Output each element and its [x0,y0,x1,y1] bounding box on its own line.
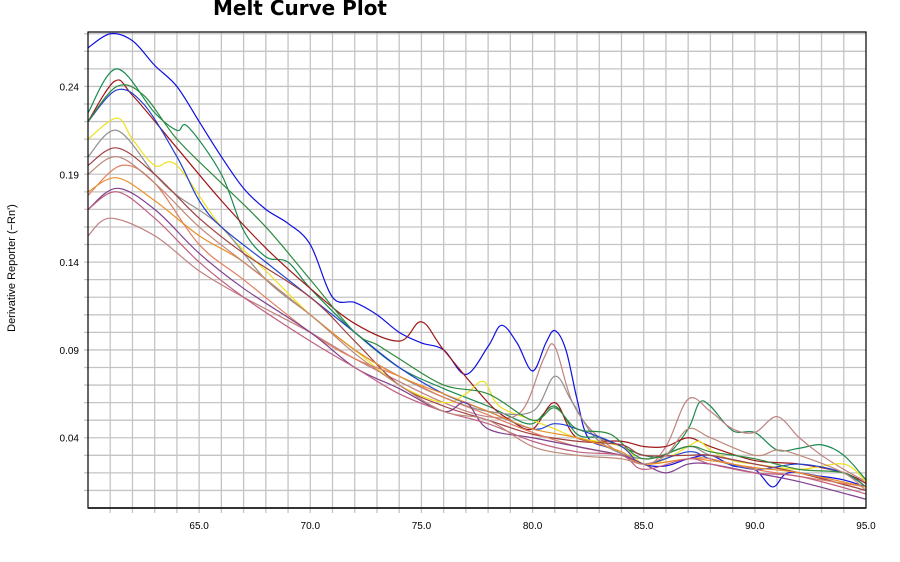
y-tick-label: 0.24 [60,82,80,93]
series-line-well-14 [87,156,867,491]
y-tick-label: 0.19 [60,170,80,181]
series-line-well-9 [87,147,867,492]
y-tick-label: 0.14 [60,258,80,269]
series-line-well-8 [87,84,867,488]
series-line-well-10 [87,164,867,488]
series-line-well-4 [87,79,867,484]
x-ticks: 65.0 70.0 75.0 80.0 85.0 90.0 95.0 [189,521,876,532]
x-tick-label: 90.0 [745,521,765,532]
chart-title: Melt Curve Plot [212,0,387,20]
x-tick-label: 80.0 [523,521,543,532]
series-line-well-7 [87,88,867,488]
series-line-well-13 [87,191,867,495]
series-line-well-11 [87,177,867,488]
grid [84,32,866,513]
x-tick-label: 85.0 [634,521,654,532]
x-tick-label: 95.0 [856,521,876,532]
y-tick-label: 0.04 [60,434,80,445]
series-line-well-6 [87,129,867,492]
x-tick-label: 65.0 [189,521,209,532]
y-ticks: 0.04 0.09 0.14 0.19 0.24 [60,82,80,444]
series-line-well-3 [87,217,867,483]
x-tick-label: 70.0 [301,521,321,532]
y-tick-label: 0.09 [60,346,80,357]
x-tick-label: 75.0 [412,521,432,532]
series-line-well-1 [87,32,867,488]
series-line-well-5 [87,117,867,483]
series-line-well-12 [87,187,867,500]
series-lines [87,32,867,500]
